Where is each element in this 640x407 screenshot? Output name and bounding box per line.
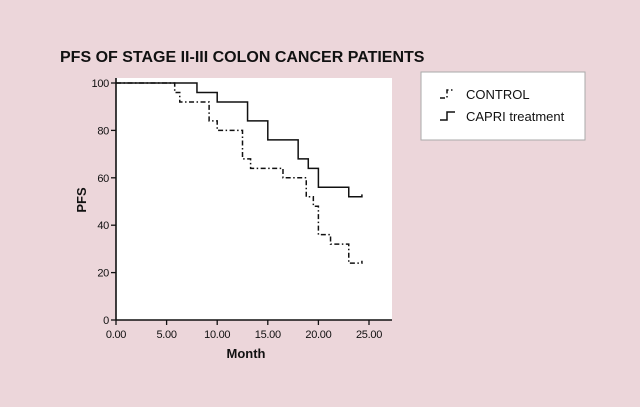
y-tick-label: 100 xyxy=(92,78,110,90)
legend-key xyxy=(440,111,455,121)
legend: CONTROL CAPRI treatment xyxy=(420,71,586,141)
legend-label: CONTROL xyxy=(466,87,530,102)
legend-label: CAPRI treatment xyxy=(466,109,565,124)
x-axis-label: Month xyxy=(227,346,266,361)
plot-area xyxy=(116,78,392,320)
y-tick-label: 20 xyxy=(97,268,109,280)
legend-box xyxy=(420,71,586,141)
chart-title: PFS OF STAGE II-III COLON CANCER PATIENT… xyxy=(60,49,425,66)
series-line-capri-treatment xyxy=(116,82,363,198)
y-tick-label: 40 xyxy=(97,220,109,232)
legend-key xyxy=(440,89,455,99)
x-tick-label: 5.00 xyxy=(156,329,176,341)
y-tick-label: 60 xyxy=(97,173,109,185)
x-tick-label: 25.00 xyxy=(356,329,382,341)
x-tick-label: 0.00 xyxy=(106,329,126,341)
y-axis-label: PFS xyxy=(74,187,89,213)
y-axis-ticks: 0 20 40 60 80 100 xyxy=(92,78,116,327)
x-tick-label: 10.00 xyxy=(204,329,230,341)
legend-items: CONTROL CAPRI treatment xyxy=(440,87,565,124)
x-tick-label: 15.00 xyxy=(255,329,281,341)
x-tick-label: 20.00 xyxy=(305,329,331,341)
x-axis-ticks: 0.00 5.00 10.00 15.00 20.00 25.00 xyxy=(106,320,382,341)
y-tick-label: 0 xyxy=(103,315,109,327)
plot-background xyxy=(116,78,392,320)
y-tick-label: 80 xyxy=(97,125,109,137)
